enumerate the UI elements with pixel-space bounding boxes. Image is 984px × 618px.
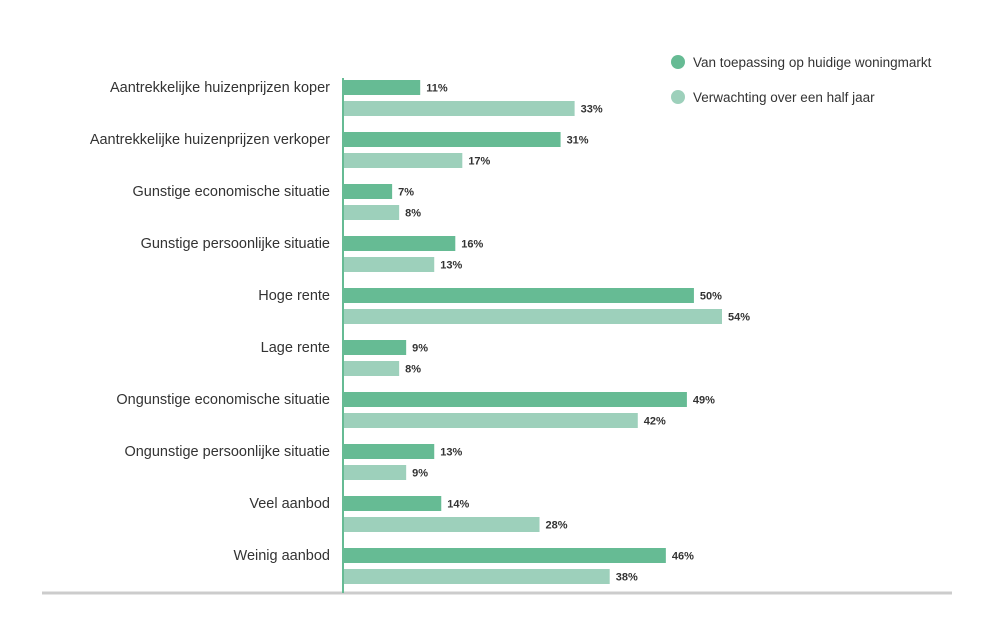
data-label: 54% [728,312,750,324]
category-label: Ongunstige persoonlijke situatie [124,444,330,460]
category-label: Gunstige economische situatie [133,184,330,200]
data-label: 17% [468,156,490,168]
data-label: 49% [693,395,715,407]
bar-current [343,548,666,563]
data-label: 28% [546,520,568,532]
bar-current [343,340,407,355]
bar-current [343,184,393,199]
bar-expected [343,361,400,376]
data-label: 50% [700,291,722,303]
bar-current [343,132,561,147]
bar-expected [343,101,575,116]
data-label: 9% [412,343,428,355]
data-label: 46% [672,551,694,563]
data-label: 31% [567,135,589,147]
bar-current [343,496,442,511]
data-label: 7% [398,187,414,199]
data-label: 33% [581,104,603,116]
bar-expected [343,517,540,532]
category-label: Lage rente [261,340,330,356]
legend-label: Van toepassing op huidige woningmarkt [693,55,932,70]
category-label: Gunstige persoonlijke situatie [141,236,330,252]
data-label: 13% [440,447,462,459]
data-label: 38% [616,572,638,584]
bar-expected [343,257,435,272]
data-label: 13% [440,260,462,272]
category-label: Weinig aanbod [234,548,330,564]
category-label: Aantrekkelijke huizenprijzen koper [110,80,330,96]
legend: Van toepassing op huidige woningmarkt Ver… [671,55,932,105]
data-label: 11% [426,83,448,95]
bar-expected [343,153,463,168]
bar-current [343,444,435,459]
data-label: 14% [447,499,469,511]
data-label: 16% [461,239,483,251]
data-label: 8% [405,208,421,220]
bar-expected [343,205,400,220]
bar-current [343,236,456,251]
legend-marker-expected [671,90,685,104]
bar-expected [343,569,610,584]
data-label: 9% [412,468,428,480]
category-label: Aantrekkelijke huizenprijzen verkoper [90,132,330,148]
bar-current [343,392,687,407]
category-label: Veel aanbod [249,496,330,512]
bar-current [343,80,421,95]
bar-expected [343,309,722,324]
bars-layer: Aantrekkelijke huizenprijzen koper 11% 33%… [90,80,750,584]
category-label: Ongunstige economische situatie [116,392,330,408]
data-label: 8% [405,364,421,376]
category-label: Hoge rente [258,288,330,304]
bar-expected [343,413,638,428]
legend-label: Verwachting over een half jaar [693,90,875,105]
bar-expected [343,465,407,480]
legend-marker-current [671,55,685,69]
bar-current [343,288,694,303]
data-label: 42% [644,416,666,428]
